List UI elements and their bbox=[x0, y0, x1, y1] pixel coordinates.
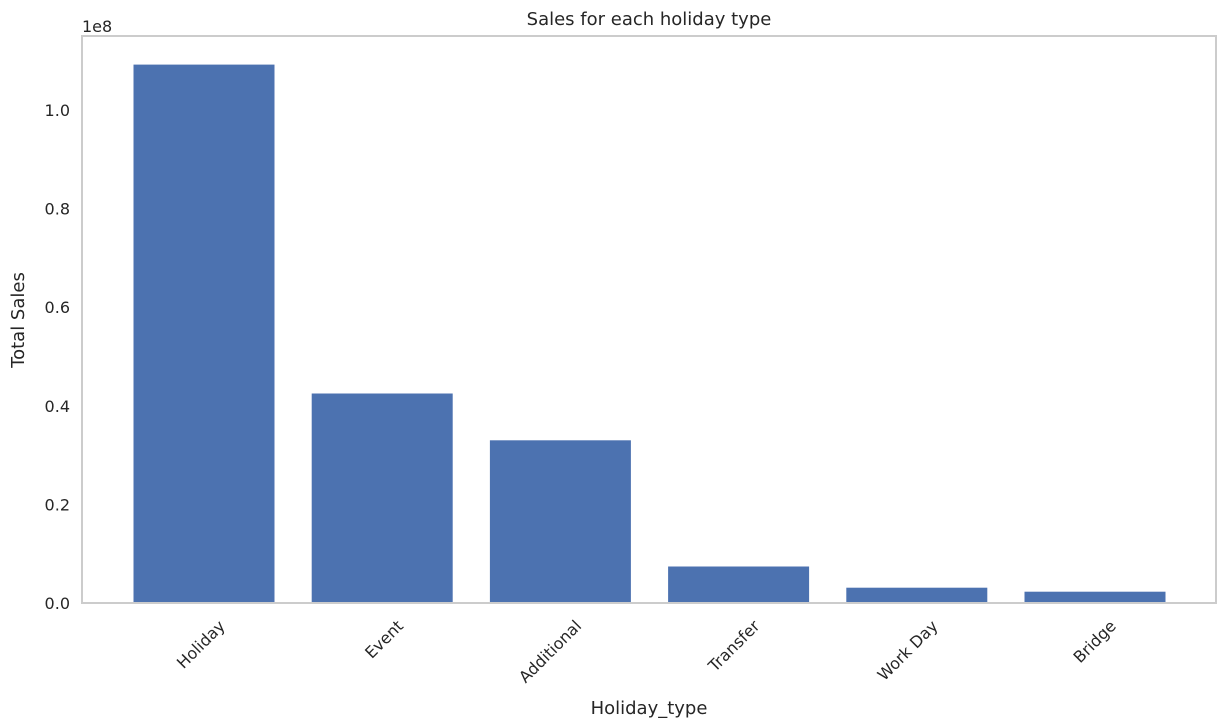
chart-title: Sales for each holiday type bbox=[527, 9, 772, 30]
x-tick-label-holiday: Holiday bbox=[173, 616, 229, 672]
bar-additional bbox=[489, 440, 631, 603]
y-tick-label: 0.2 bbox=[45, 495, 70, 514]
y-tick-labels: 0.0 0.2 0.4 0.6 0.8 1.0 bbox=[45, 101, 70, 613]
x-axis-label: Holiday_type bbox=[591, 698, 708, 719]
x-tick-label-event: Event bbox=[361, 616, 407, 662]
y-tick-label: 0.8 bbox=[45, 200, 70, 219]
x-tick-labels: Holiday Event Additional Transfer Work Day Br… bbox=[173, 616, 1120, 687]
x-tick-label-bridge: Bridge bbox=[1070, 616, 1120, 666]
bars-layer bbox=[133, 64, 1166, 604]
bar-bridge bbox=[1024, 591, 1166, 603]
x-tick-label-transfer: Transfer bbox=[704, 616, 764, 676]
y-tick-label: 0.4 bbox=[45, 397, 70, 416]
y-tick-label: 0.6 bbox=[45, 298, 70, 317]
y-axis-offset-label: 1e8 bbox=[82, 17, 112, 36]
y-tick-label: 0.0 bbox=[45, 594, 70, 613]
bar-holiday bbox=[133, 64, 275, 604]
x-tick-label-additional: Additional bbox=[515, 616, 585, 686]
bar-transfer bbox=[668, 566, 810, 603]
y-tick-label: 1.0 bbox=[45, 101, 70, 120]
x-tick-label-work-day: Work Day bbox=[874, 616, 942, 684]
bar-event bbox=[311, 393, 453, 603]
plot-area-frame bbox=[81, 35, 1217, 604]
y-axis-label: Total Sales bbox=[8, 272, 29, 369]
bar-work-day bbox=[846, 587, 988, 603]
